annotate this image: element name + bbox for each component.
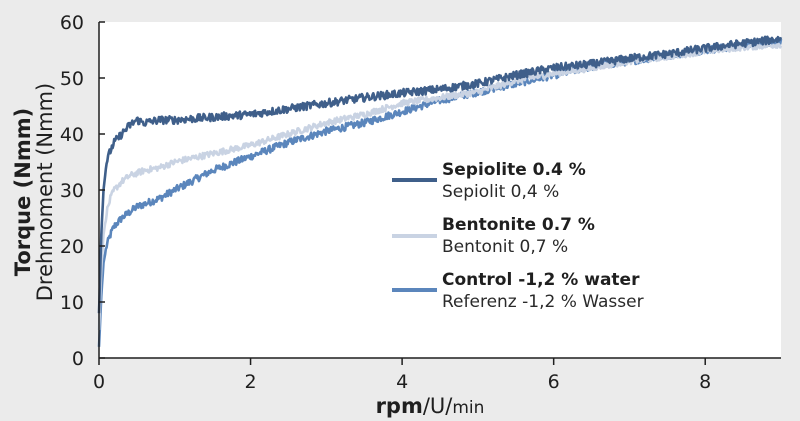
- y-tick-label: 20: [60, 236, 84, 258]
- axes-layer: 0 10 20 30 40 50 60 0 2 4 6 8: [60, 12, 781, 393]
- x-axis-title-u: U: [430, 394, 445, 418]
- x-axis-title-min: min: [452, 398, 484, 418]
- legend-item-control: Control -1,2 % water Referenz -1,2 % Was…: [392, 270, 644, 312]
- legend-label-bentonite-en: Bentonite 0.7 %: [442, 215, 595, 235]
- legend-label-bentonite-de: Bentonit 0,7 %: [442, 237, 568, 257]
- legend-item-sepiolite: Sepiolite 0.4 % Sepiolit 0,4 %: [392, 160, 586, 202]
- y-tick-label: 30: [60, 180, 84, 202]
- x-axis-title-rpm: rpm: [376, 394, 423, 418]
- y-axis-title-de: Drehmoment (Nmm): [33, 83, 57, 301]
- x-tick-label: 8: [699, 371, 711, 393]
- legend-label-sepiolite-de: Sepiolit 0,4 %: [442, 182, 559, 202]
- y-axis-title-en: Torque (Nmm): [11, 108, 35, 276]
- x-axis-title-sep: /: [423, 394, 431, 418]
- y-tick-label: 10: [60, 292, 84, 314]
- legend-label-control-de: Referenz -1,2 % Wasser: [442, 292, 644, 312]
- y-tick-label: 60: [60, 12, 84, 34]
- y-tick-label: 50: [60, 68, 84, 90]
- x-tick-label: 2: [245, 371, 257, 393]
- legend-label-control-en: Control -1,2 % water: [442, 270, 640, 290]
- x-axis-title-sep2: /: [445, 394, 453, 418]
- x-tick-label: 6: [548, 371, 560, 393]
- y-tick-label: 0: [72, 348, 84, 370]
- plot-area: [99, 22, 781, 358]
- x-tick-label: 4: [396, 371, 408, 393]
- x-axis-title: rpm/U/min: [376, 394, 485, 418]
- y-tick-label: 40: [60, 124, 84, 146]
- series-layer: [97, 35, 783, 347]
- series-line-sepiolite: [97, 35, 783, 314]
- legend: Sepiolite 0.4 % Sepiolit 0,4 % Bentonite…: [392, 160, 644, 312]
- legend-label-sepiolite-en: Sepiolite 0.4 %: [442, 160, 586, 180]
- x-tick-label: 0: [93, 371, 105, 393]
- legend-item-bentonite: Bentonite 0.7 % Bentonit 0,7 %: [392, 215, 595, 257]
